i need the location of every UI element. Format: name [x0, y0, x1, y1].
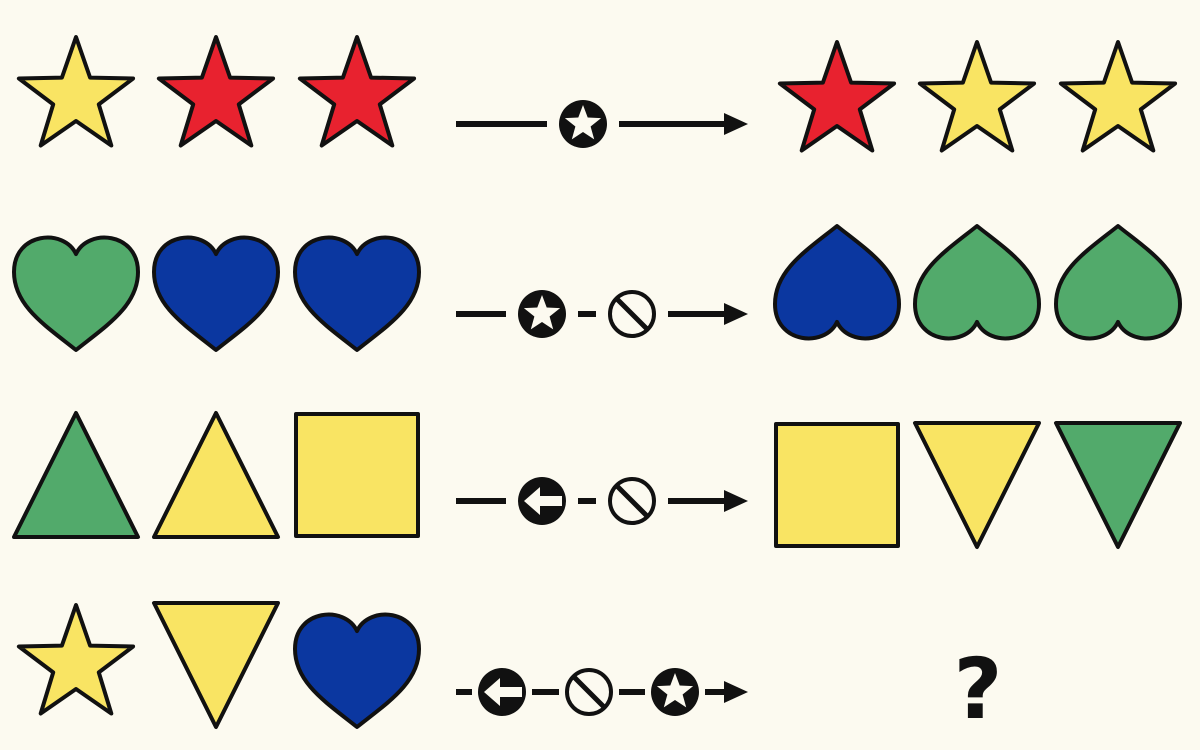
arrow-left-icon — [518, 477, 566, 525]
input-shape-red-star — [297, 35, 417, 148]
transform-arrow — [456, 668, 748, 716]
puzzle-row-4 — [16, 601, 748, 729]
input-shape-blue-heart — [293, 235, 421, 352]
input-shape-yellow-star — [16, 603, 136, 716]
no-icon — [608, 477, 656, 525]
output-shape-yellow-star — [917, 40, 1037, 153]
star-icon — [559, 100, 607, 148]
output-shape-green-heart-flipped — [913, 224, 1041, 341]
no-icon — [608, 290, 656, 338]
output-shape-yellow-square — [774, 422, 900, 548]
output-shape-green-triangle-flipped — [1054, 421, 1182, 549]
rows-layer — [12, 35, 1182, 729]
input-shape-blue-heart — [293, 612, 421, 729]
puzzle-row-1 — [16, 35, 1178, 153]
input-shape-blue-heart — [152, 235, 280, 352]
transform-arrow — [456, 477, 748, 525]
output-shape-blue-heart-flipped — [773, 224, 901, 341]
unknown-answer: ? — [954, 640, 1003, 738]
transform-arrow — [456, 290, 748, 338]
output-shape-yellow-star — [1058, 40, 1178, 153]
puzzle-row-3 — [12, 411, 1182, 549]
input-shape-yellow-triangle — [152, 411, 280, 539]
input-shape-red-star — [156, 35, 276, 148]
input-shape-green-triangle — [12, 411, 140, 539]
transform-arrow — [456, 100, 748, 148]
input-shape-yellow-star — [16, 35, 136, 148]
input-shape-yellow-triangle-flipped — [152, 601, 280, 729]
output-shape-green-heart-flipped — [1054, 224, 1182, 341]
star-icon — [518, 290, 566, 338]
arrow-left-icon — [478, 668, 526, 716]
no-icon — [565, 668, 613, 716]
output-shape-yellow-triangle-flipped — [913, 421, 1041, 549]
input-shape-yellow-square — [294, 412, 420, 538]
star-icon — [651, 668, 699, 716]
output-shape-red-star — [777, 40, 897, 153]
puzzle-row-2 — [12, 224, 1182, 352]
input-shape-green-heart — [12, 235, 140, 352]
